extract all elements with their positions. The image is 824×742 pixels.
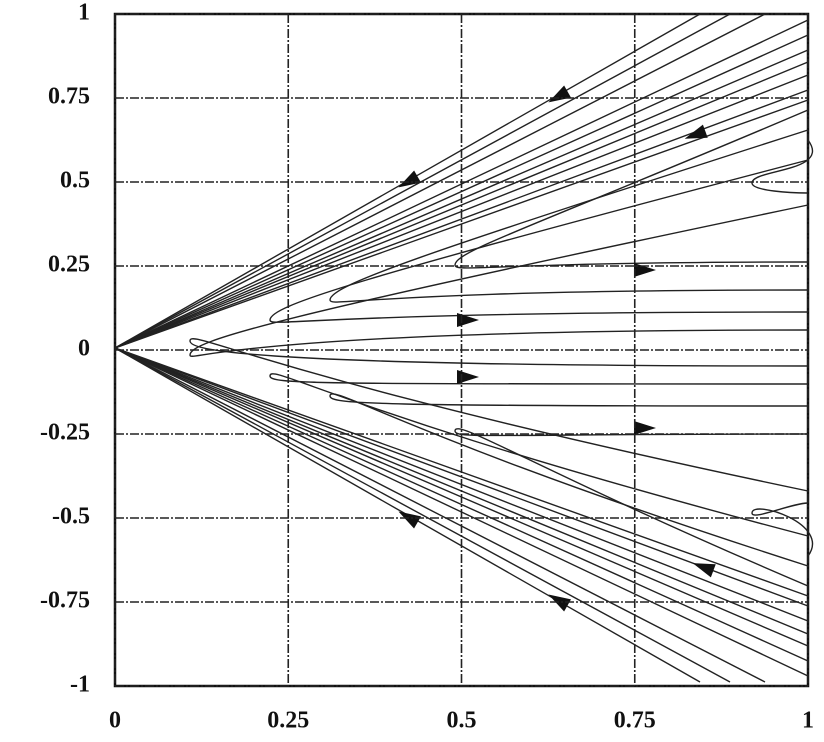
streamline [189,338,809,492]
streamline [114,347,766,683]
streamline [454,428,809,587]
x-tick-label: 0.5 [447,708,477,734]
flow-arrow [634,263,656,277]
y-tick-label: 0.5 [60,168,90,194]
y-tick-label: 0.75 [48,84,90,110]
flow-arrow [692,563,716,578]
y-tick-label: -1 [70,672,90,698]
x-tick-label: 0 [109,708,121,734]
x-tick-label: 1 [802,708,814,734]
flow-arrow [548,85,572,103]
flow-arrow [548,594,572,612]
x-tick-label: 0.25 [267,708,309,734]
flow-arrow [684,124,708,139]
y-tick-label: 0 [78,336,90,362]
streamlines [114,13,813,683]
x-tick-label: 0.75 [614,708,656,734]
streamline [189,204,809,357]
y-tick-label: -0.5 [52,504,90,530]
streamline [454,109,809,269]
streamline [114,347,809,662]
streamline [114,347,731,683]
flow-arrow [634,421,656,435]
y-tick-label: 1 [78,0,90,26]
streamline [114,13,731,349]
y-tick-label: 0.25 [48,252,90,278]
y-tick-label: -0.75 [40,588,90,614]
streamline [114,13,766,349]
streamline [329,129,809,303]
streamline [269,373,809,537]
flow-arrow [457,370,479,384]
flow-arrow [398,170,422,188]
y-tick-label: -0.25 [40,420,90,446]
flow-arrow [457,313,479,327]
streamline [329,393,809,567]
flow-arrow [398,511,422,529]
